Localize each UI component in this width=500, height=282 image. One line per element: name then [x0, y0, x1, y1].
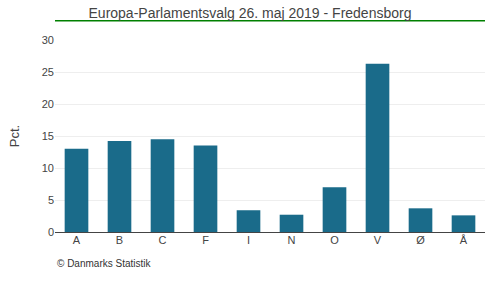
- svg-text:20: 20: [42, 98, 54, 110]
- svg-text:N: N: [288, 234, 296, 246]
- svg-text:V: V: [374, 234, 382, 246]
- svg-text:C: C: [159, 234, 167, 246]
- svg-text:Pct.: Pct.: [7, 125, 22, 147]
- svg-text:Å: Å: [460, 234, 468, 246]
- svg-text:© Danmarks Statistik: © Danmarks Statistik: [57, 258, 152, 269]
- svg-text:15: 15: [42, 130, 54, 142]
- svg-text:10: 10: [42, 162, 54, 174]
- svg-text:A: A: [73, 234, 81, 246]
- svg-text:F: F: [202, 234, 209, 246]
- svg-text:B: B: [116, 234, 123, 246]
- svg-text:Ø: Ø: [416, 234, 425, 246]
- svg-text:Europa-Parlamentsvalg 26. maj: Europa-Parlamentsvalg 26. maj 2019 - Fre…: [89, 5, 412, 21]
- svg-text:30: 30: [42, 34, 54, 46]
- svg-text:25: 25: [42, 66, 54, 78]
- svg-text:O: O: [330, 234, 339, 246]
- svg-text:0: 0: [48, 226, 54, 238]
- svg-text:I: I: [247, 234, 250, 246]
- svg-text:5: 5: [48, 194, 54, 206]
